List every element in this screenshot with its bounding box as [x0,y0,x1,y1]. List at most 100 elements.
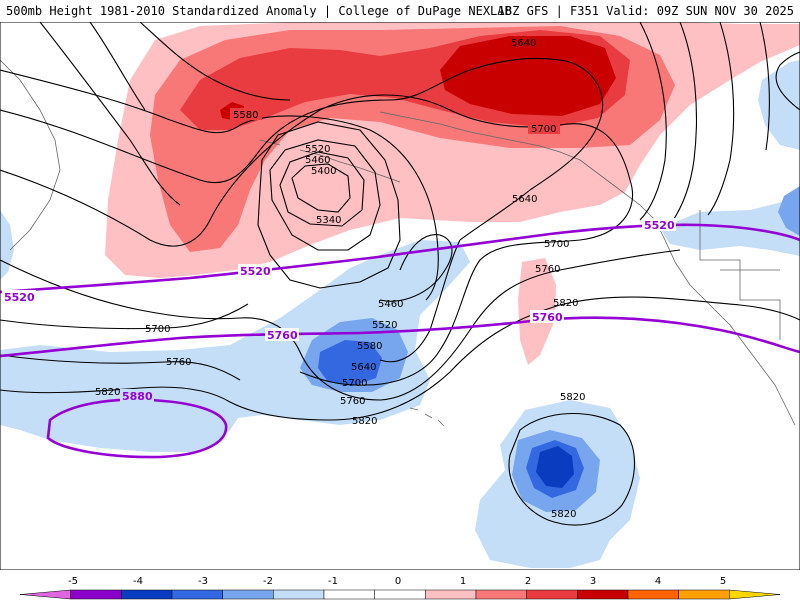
legend-tick-labels: -5 -4 -3 -2 -1 0 1 2 3 4 5 [68,576,726,587]
legend-tick-neg2: -2 [263,576,273,587]
state-lines [699,210,781,340]
label-5640-top: 5640 [511,38,536,49]
anomaly-map: 5640 5700 5580 5520 5460 5400 5340 5640 … [0,22,800,570]
coast-aleutians [259,139,401,183]
label-5460: 5460 [305,155,330,166]
contour-5820 [0,296,800,421]
contour-north-2 [89,22,146,111]
label-5520: 5520 [305,144,330,155]
contour-ne-2 [671,22,698,223]
contour-5760-left [0,354,241,381]
label-ref-5760-right: 5760 [532,311,563,324]
contour-5340 [291,163,351,213]
legend-tick-5: 5 [720,576,726,587]
legend-tick-0: 0 [395,576,401,587]
coast-hawaii [409,407,445,427]
label-low-5820: 5820 [352,416,377,427]
contour-ne-1 [639,22,667,221]
label-sub-5820-bot: 5820 [551,509,576,520]
label-low-5580: 5580 [357,341,382,352]
negative-anomaly-fills [0,60,800,568]
title-bar: 500mb Height 1981-2010 Standardized Anom… [0,0,800,22]
contour-labels: 5640 5700 5580 5520 5460 5400 5340 5640 … [95,36,585,520]
label-5760-mid: 5760 [535,264,560,275]
reference-contour-labels: 5520 5520 5520 5760 5760 5880 [2,218,676,403]
ref-contour-5520 [0,223,800,294]
label-5760-left: 5760 [166,357,191,368]
neg-anom-4-sw [536,446,574,488]
legend-tick-neg5: -5 [68,576,78,587]
contour-5460-trough [379,234,453,302]
model-run-info: 18Z GFS | F351 Valid: 09Z SUN NOV 30 202… [497,4,794,18]
contour-north-3 [139,22,291,101]
legend-tick-3: 3 [590,576,596,587]
label-ref-5520-left: 5520 [4,291,35,304]
label-ref-5760-mid: 5760 [267,329,298,342]
label-low-5460: 5460 [378,299,403,310]
legend-swatch-0 [19,589,71,600]
legend-swatch-12 [627,589,679,600]
reference-contours [0,223,800,459]
contour-north-1 [39,22,181,206]
label-sub-5820-top: 5820 [560,392,585,403]
legend-swatch-6 [323,589,375,600]
contour-5700-left [0,303,249,330]
coastlines [0,59,796,427]
legend-tick-4: 4 [655,576,661,587]
legend-color-bar [19,589,781,600]
height-contours [0,22,800,526]
pos-anom-4-main [440,36,616,116]
contour-5820-sub [508,412,636,526]
label-5340: 5340 [316,215,341,226]
label-5400: 5400 [311,166,336,177]
legend-swatch-7 [374,589,426,600]
label-5820-left: 5820 [95,387,120,398]
label-low-5520: 5520 [372,320,397,331]
legend-swatch-9 [475,589,527,600]
positive-anomaly-fills [105,22,800,365]
ref-contour-5880 [46,398,228,459]
color-scale-legend: -5 -4 -3 -2 -1 0 1 2 3 4 5 [19,576,781,600]
label-5820-mid: 5820 [553,298,578,309]
contour-5520-ring [257,121,401,289]
label-ref-5520-mid: 5520 [240,265,271,278]
legend-swatch-13 [678,589,730,600]
label-5700-top: 5700 [531,124,556,135]
contour-5400 [279,151,365,227]
label-ref-5880: 5880 [122,390,153,403]
neg-anom-2-east [778,186,800,236]
coast-kamchatka [0,59,61,251]
legend-tick-neg1: -1 [328,576,338,587]
legend-swatch-10 [526,589,578,600]
label-5580-left: 5580 [233,110,258,121]
legend-swatch-14 [729,589,781,600]
legend-tick-2: 2 [525,576,531,587]
contour-5760 [0,249,681,401]
neg-anom-1-west [0,210,14,280]
label-low-5700: 5700 [342,378,367,389]
coast-western-na [654,219,796,426]
legend-swatch-8 [425,589,477,600]
legend-tick-neg4: -4 [133,576,143,587]
legend-tick-1: 1 [460,576,466,587]
legend-tick-neg3: -3 [198,576,208,587]
neg-anom-1-east [660,200,800,256]
label-ref-5520-right: 5520 [644,219,675,232]
label-low-5760: 5760 [340,396,365,407]
neg-anom-3-low [318,340,382,386]
contour-ne-3 [707,22,735,216]
contour-5640-a [0,57,604,241]
legend-swatch-3 [171,589,223,600]
label-low-5640: 5640 [351,362,376,373]
contour-5460-ring [269,139,381,251]
legend-swatch-11 [577,589,629,600]
label-5700-mid: 5700 [544,239,569,250]
contour-ne-5 [775,51,800,111]
legend-swatch-4 [222,589,274,600]
contour-5700-a [0,94,634,351]
legend-swatch-1 [70,589,122,600]
label-5700-left: 5700 [145,324,170,335]
map-title: 500mb Height 1981-2010 Standardized Anom… [6,4,512,18]
coast-alaska-peninsula [379,111,656,221]
legend-swatch-2 [121,589,173,600]
